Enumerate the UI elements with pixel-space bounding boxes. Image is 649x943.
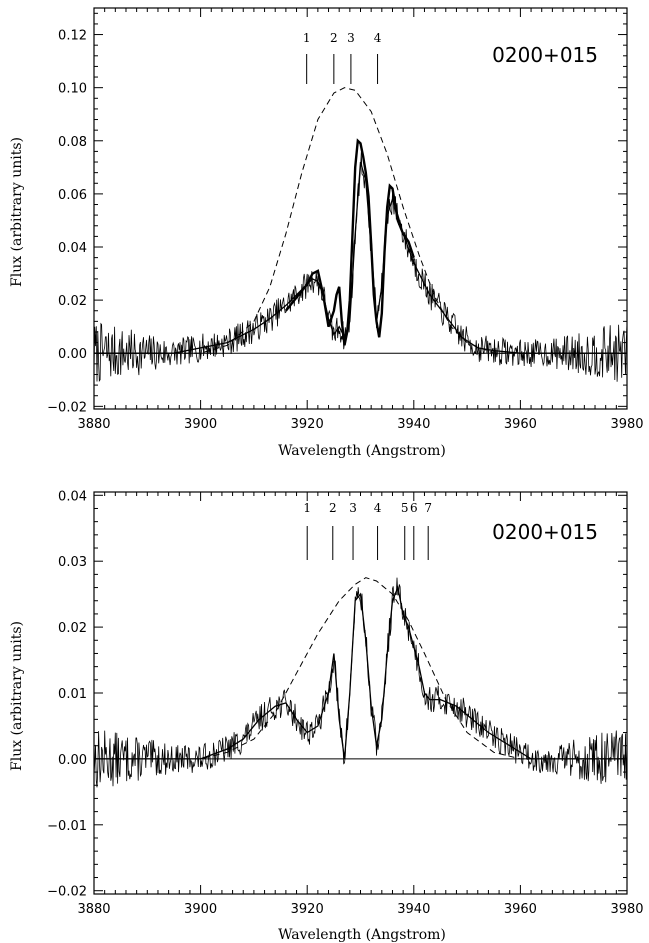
y-tick-label: −0.01 (47, 819, 87, 834)
y-tick-label: 0.00 (58, 753, 87, 768)
y-tick-label: 0.04 (58, 241, 87, 256)
observed-spectrum (93, 152, 628, 382)
model-fit (94, 161, 627, 354)
dashed-profile (94, 577, 627, 760)
plot-frame (93, 491, 628, 895)
y-tick-label: 0.12 (58, 29, 87, 44)
y-axis-title: Flux (arbitrary units) (9, 137, 25, 287)
bottom-panel: 0200+015 Wavelength (Angstrom) Flux (arb… (9, 489, 644, 943)
line-marker-label: 7 (424, 501, 432, 515)
line-marker-label: 6 (410, 501, 418, 515)
x-tick-label: 3960 (504, 902, 537, 917)
x-tick-label: 3880 (77, 902, 110, 917)
line-marker-label: 4 (374, 501, 382, 515)
x-tick-label: 3900 (184, 902, 217, 917)
y-tick-label: 0.03 (58, 555, 87, 570)
object-label: 0200+015 (492, 520, 598, 544)
line-marker-label: 3 (349, 501, 357, 515)
object-label: 0200+015 (492, 43, 598, 67)
x-tick-label: 3920 (291, 417, 324, 432)
thick-profile (284, 138, 415, 346)
y-tick-label: 0.02 (58, 621, 87, 636)
x-tick-label: 3940 (397, 417, 430, 432)
x-tick-label: 3940 (397, 902, 430, 917)
y-tick-label: 0.01 (58, 687, 87, 702)
x-axis-title: Wavelength (Angstrom) (278, 443, 446, 459)
x-tick-label: 3980 (610, 902, 643, 917)
y-tick-label: 0.02 (58, 294, 87, 309)
x-tick-label: 3960 (504, 417, 537, 432)
line-marker-label: 3 (347, 31, 355, 45)
line-marker-label: 1 (303, 501, 311, 515)
x-tick-label: 3900 (184, 417, 217, 432)
y-tick-label: 0.06 (58, 188, 87, 203)
line-marker-label: 4 (374, 31, 382, 45)
x-tick-label: 3980 (610, 417, 643, 432)
y-tick-label: 0.04 (58, 489, 87, 504)
y-tick-label: −0.02 (47, 400, 87, 415)
y-axis-title: Flux (arbitrary units) (9, 621, 25, 771)
top-panel: 0200+015 Wavelength (Angstrom) Flux (arb… (9, 7, 644, 459)
dashed-profile (94, 87, 627, 354)
x-tick-label: 3920 (291, 902, 324, 917)
line-marker-label: 2 (329, 501, 337, 515)
line-marker-label: 1 (303, 31, 311, 45)
line-marker-label: 5 (401, 501, 409, 515)
model-fit (94, 585, 627, 760)
y-tick-label: −0.02 (47, 885, 87, 900)
x-axis-title: Wavelength (Angstrom) (278, 927, 446, 943)
observed-spectrum (93, 577, 628, 788)
y-tick-label: 0.08 (58, 135, 87, 150)
line-marker-label: 2 (330, 31, 338, 45)
y-tick-label: 0.10 (58, 82, 87, 97)
y-tick-label: 0.00 (58, 347, 87, 362)
x-tick-label: 3880 (77, 417, 110, 432)
